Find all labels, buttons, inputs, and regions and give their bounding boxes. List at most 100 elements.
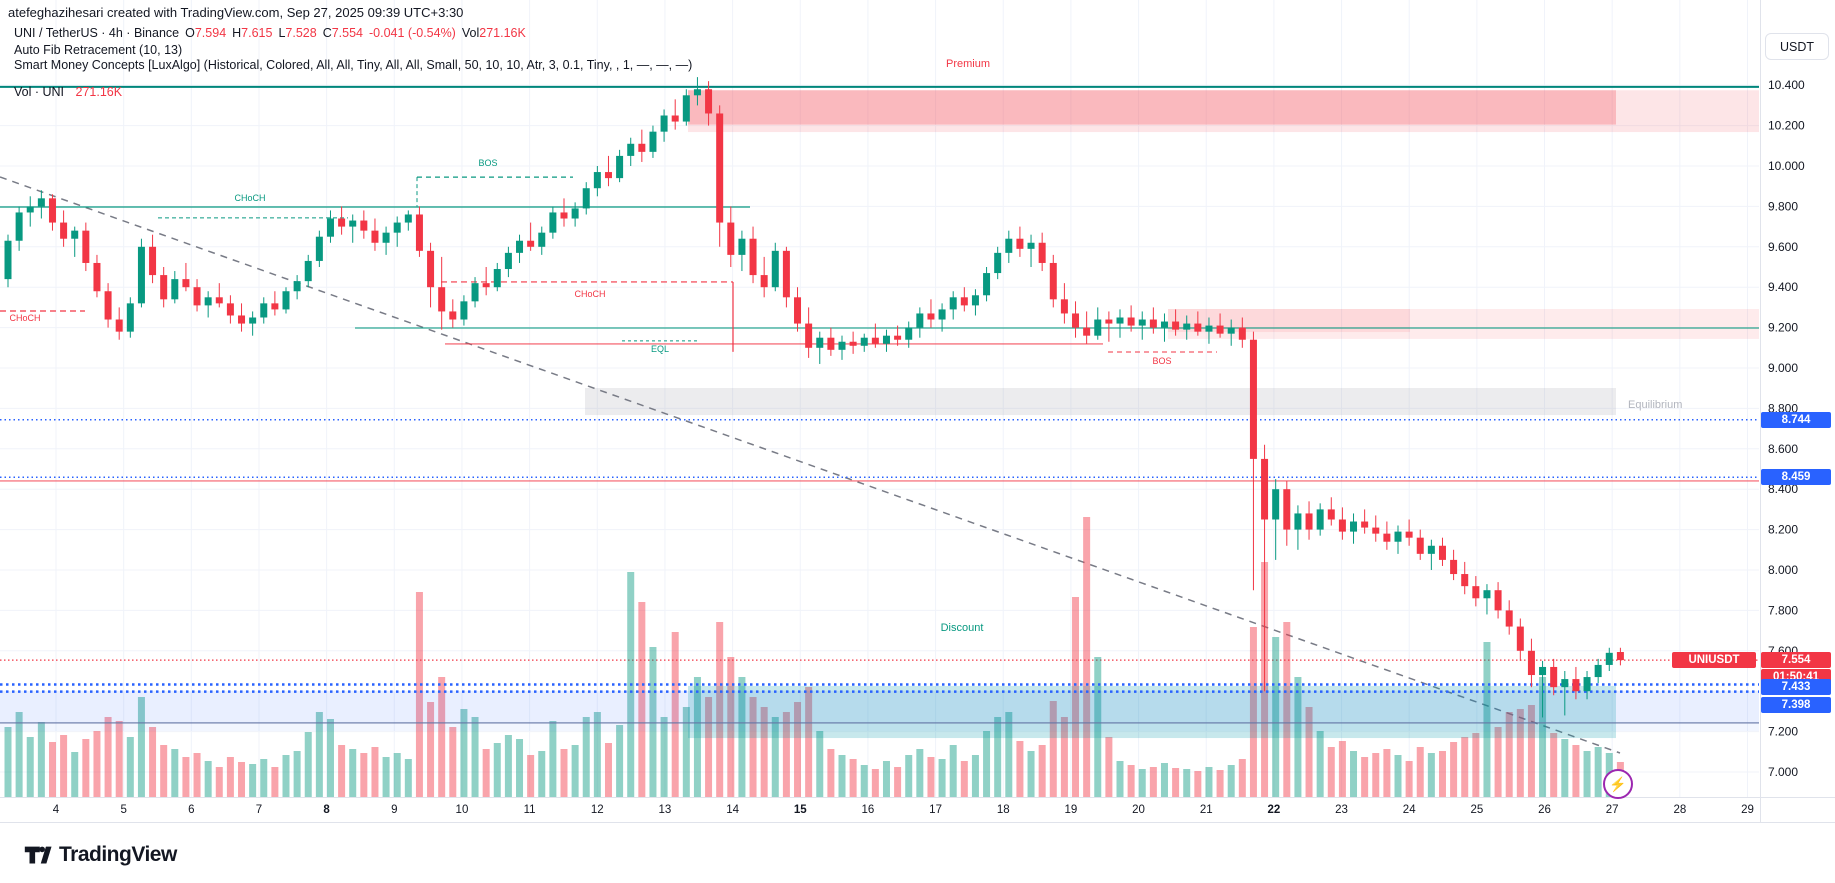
candle-body	[760, 275, 768, 288]
volume-bar	[271, 767, 279, 797]
time-axis-label[interactable]: 29	[1741, 804, 1754, 816]
candle-body	[1272, 489, 1280, 520]
time-axis-label[interactable]: 11	[524, 804, 536, 816]
volume-bar	[871, 769, 879, 797]
price-axis-label[interactable]: 8.600	[1768, 442, 1798, 456]
candle-body	[716, 113, 724, 223]
candle-body	[1038, 242, 1046, 263]
price-axis-label[interactable]: 9.400	[1768, 280, 1798, 294]
volume-bar	[616, 725, 624, 797]
equilibrium-label: Equilibrium	[1628, 399, 1682, 411]
time-axis-label[interactable]: 9	[391, 804, 397, 816]
candle-body	[1550, 666, 1558, 688]
time-axis-label[interactable]: 23	[1335, 804, 1348, 816]
symbol-price-flag: UNIUSDT	[1672, 652, 1756, 669]
time-axis-label[interactable]: 12	[591, 804, 604, 816]
eql-label: EQL	[651, 344, 669, 354]
volume-bar	[37, 722, 45, 797]
supply-zone-1-inner	[688, 90, 1616, 125]
volume-bar	[805, 687, 813, 797]
price-axis-label[interactable]: 9.000	[1768, 361, 1798, 375]
candle-body	[193, 287, 201, 306]
price-axis-label[interactable]: 9.600	[1768, 240, 1798, 254]
candle-body	[1216, 325, 1224, 334]
time-axis-label[interactable]: 10	[456, 804, 469, 816]
legend-smc-indicator[interactable]: Smart Money Concepts [LuxAlgo] (Historic…	[14, 58, 692, 72]
time-axis-label[interactable]: 5	[120, 804, 126, 816]
candle-body	[382, 232, 390, 243]
price-axis-label[interactable]: 9.800	[1768, 199, 1798, 213]
discount-band-lower	[0, 722, 1759, 731]
choch-red-left-label: CHoCH	[9, 313, 40, 323]
candle-body	[1361, 521, 1369, 528]
legend-symbol-row[interactable]: UNI / TetherUS · 4h · Binance O7.594 H7.61…	[14, 26, 526, 40]
price-axis-label[interactable]: 8.200	[1768, 523, 1798, 537]
time-axis-label[interactable]: 6	[188, 804, 194, 816]
price-axis-label[interactable]: 10.200	[1768, 119, 1805, 133]
volume-bar	[582, 717, 590, 797]
volume-bar	[104, 717, 112, 797]
time-axis-label[interactable]: 22	[1267, 804, 1280, 816]
candle-body	[1338, 519, 1346, 532]
price-axis-label[interactable]: 9.200	[1768, 321, 1798, 335]
time-axis-label[interactable]: 7	[256, 804, 262, 816]
time-axis-label[interactable]: 26	[1538, 804, 1551, 816]
time-axis-label[interactable]: 25	[1470, 804, 1483, 816]
price-axis-label[interactable]: 8.000	[1768, 563, 1798, 577]
price-axis-label[interactable]: 8.400	[1768, 482, 1798, 496]
volume-bar	[1094, 657, 1102, 797]
time-axis-label[interactable]: 14	[726, 804, 739, 816]
candle-body	[1505, 610, 1513, 627]
volume-bar	[571, 745, 579, 797]
candle-body	[593, 172, 601, 189]
time-axis-label[interactable]: 15	[794, 804, 807, 816]
tradingview-logo[interactable]: TradingView	[22, 840, 177, 870]
time-axis-label[interactable]: 4	[53, 804, 60, 816]
bos-teal-label: BOS	[478, 158, 497, 168]
price-axis-label[interactable]: 10.000	[1768, 159, 1805, 173]
time-axis-label[interactable]: 16	[862, 804, 875, 816]
time-axis-label[interactable]: 13	[659, 804, 672, 816]
candle-body	[705, 89, 713, 114]
volume-bar	[960, 761, 968, 797]
candle-body	[260, 303, 268, 318]
volume-bar	[1405, 761, 1413, 797]
supply-zone-1-outer	[688, 90, 1759, 133]
price-axis-label[interactable]: 7.200	[1768, 725, 1798, 739]
candle-body	[604, 172, 612, 179]
time-axis-label[interactable]: 20	[1132, 804, 1145, 816]
volume-bar	[1294, 677, 1302, 797]
candle-body	[115, 319, 123, 332]
price-badge-8-459: 8.459	[1761, 469, 1831, 486]
ohlc-l: L7.528	[278, 26, 317, 40]
time-axis-label[interactable]: 27	[1606, 804, 1619, 816]
price-axis-label[interactable]: 7.000	[1768, 765, 1798, 779]
volume-bar	[238, 762, 246, 797]
volume-bar	[1316, 731, 1324, 797]
time-axis-label[interactable]: 18	[997, 804, 1010, 816]
time-axis-label[interactable]: 28	[1673, 804, 1686, 816]
lightning-bolt-icon[interactable]: ⚡	[1603, 769, 1633, 799]
time-axis-label[interactable]: 19	[1065, 804, 1078, 816]
candle-body	[971, 295, 979, 306]
time-axis-label[interactable]: 24	[1403, 804, 1416, 816]
time-axis-label[interactable]: 17	[929, 804, 942, 816]
candle-body	[1305, 513, 1313, 530]
volume-bar	[1572, 745, 1580, 797]
candle-body	[393, 222, 401, 233]
volume-bar	[360, 753, 368, 797]
candle-body	[1450, 559, 1458, 575]
legend-volume-row[interactable]: Vol · UNI 271.16K	[14, 85, 122, 99]
time-axis-label[interactable]: 8	[323, 804, 330, 816]
candle-body	[1283, 489, 1291, 530]
volume-bar	[771, 717, 779, 797]
price-axis-label[interactable]: 10.400	[1768, 78, 1805, 92]
currency-toggle-button[interactable]: USDT	[1765, 33, 1829, 60]
legend-fib-indicator[interactable]: Auto Fib Retracement (10, 13)	[14, 43, 182, 57]
volume-bar	[393, 753, 401, 797]
price-axis-label[interactable]: 7.800	[1768, 603, 1798, 617]
time-axis-label[interactable]: 21	[1200, 804, 1213, 816]
volume-bar	[1149, 767, 1157, 797]
